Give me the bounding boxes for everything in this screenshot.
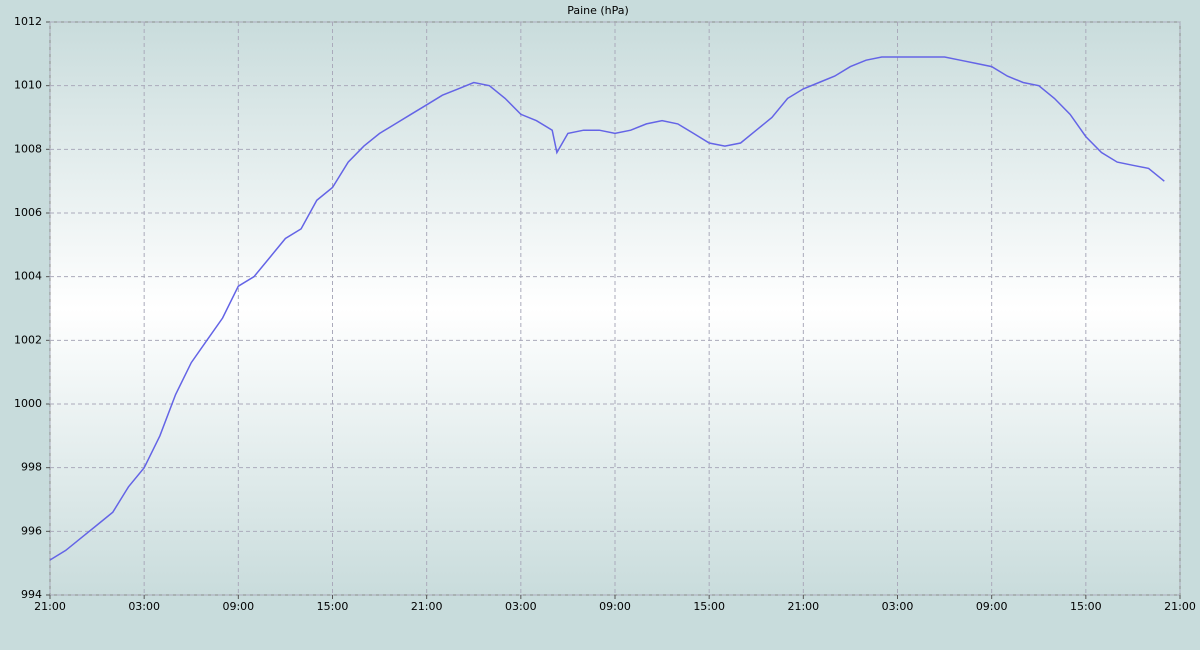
y-tick-label: 1012 xyxy=(14,15,42,28)
y-tick-label: 1006 xyxy=(14,206,42,219)
y-tick-label: 994 xyxy=(21,588,42,601)
x-tick-label: 21:00 xyxy=(1164,600,1196,613)
x-tick-label: 21:00 xyxy=(34,600,66,613)
x-tick-label: 09:00 xyxy=(222,600,254,613)
x-tick-label: 03:00 xyxy=(128,600,160,613)
y-tick-label: 1004 xyxy=(14,270,42,283)
x-tick-label: 15:00 xyxy=(693,600,725,613)
x-tick-label: 09:00 xyxy=(599,600,631,613)
x-tick-label: 03:00 xyxy=(505,600,537,613)
y-tick-label: 1002 xyxy=(14,333,42,346)
y-tick-label: 1010 xyxy=(14,79,42,92)
data-line xyxy=(49,56,1165,561)
x-tick-label: 03:00 xyxy=(882,600,914,613)
x-tick-label: 21:00 xyxy=(787,600,819,613)
chart-title: Paine (hPa) xyxy=(567,4,629,17)
y-tick-label: 1008 xyxy=(14,142,42,155)
x-tick-label: 15:00 xyxy=(1070,600,1102,613)
y-tick-label: 998 xyxy=(21,461,42,474)
y-tick-label: 996 xyxy=(21,524,42,537)
x-tick-label: 09:00 xyxy=(976,600,1008,613)
y-tick-label: 1000 xyxy=(14,397,42,410)
x-tick-label: 21:00 xyxy=(411,600,443,613)
x-tick-label: 15:00 xyxy=(317,600,349,613)
